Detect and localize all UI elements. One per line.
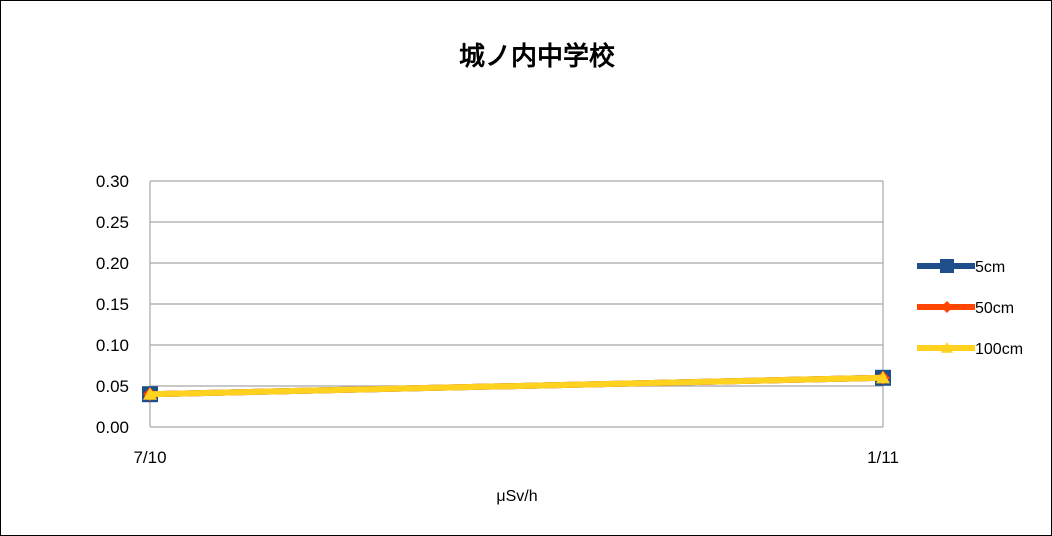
y-axis-tick-labels: 0.00 0.05 0.10 0.15 0.20 0.25 0.30 [96,172,129,437]
data-point-marker [143,387,157,400]
y-tick-label: 0.20 [96,254,129,273]
y-tick-label: 0.30 [96,172,129,191]
y-tick-label: 0.00 [96,418,129,437]
legend-label: 50cm [975,300,1014,317]
series-100cm [143,370,890,400]
y-tick-label: 0.10 [96,336,129,355]
data-point-marker [941,342,953,353]
legend-item: 5cm [917,259,1005,276]
x-axis-title: μSv/h [496,488,537,505]
legend-item: 50cm [917,300,1014,317]
data-point-marker [941,301,953,313]
legend-label: 100cm [975,341,1023,358]
x-tick-label: 1/11 [867,448,899,467]
x-tick-label: 7/10 [133,448,166,467]
legend-label: 5cm [975,259,1005,276]
y-tick-label: 0.05 [96,377,129,396]
data-series [142,369,891,403]
y-tick-label: 0.25 [96,213,129,232]
chart-title: 城ノ内中学校 [459,41,616,72]
y-tick-label: 0.15 [96,295,129,314]
x-axis-tick-labels: 7/10 1/11 [133,448,898,467]
data-point-marker [940,259,954,273]
legend: 5cm 50cm 100cm [917,259,1023,358]
gridlines [149,180,884,428]
legend-item: 100cm [917,341,1023,358]
data-point-marker [876,370,890,384]
series-line [149,374,884,398]
